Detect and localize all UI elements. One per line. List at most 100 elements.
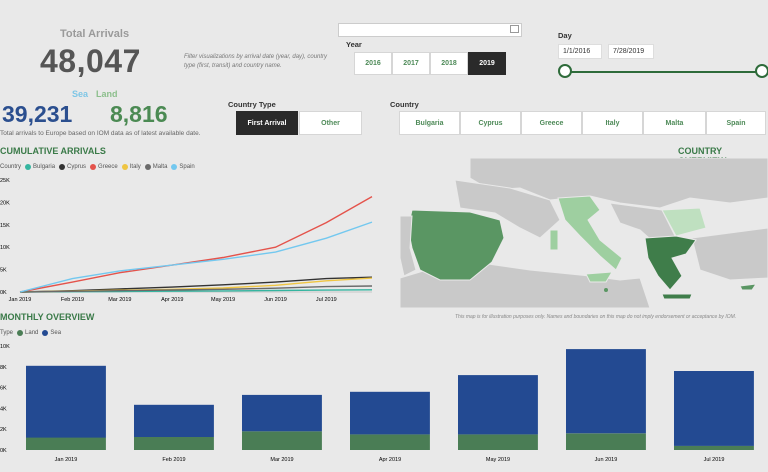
start-date-input[interactable]: 1/1/2016	[558, 44, 602, 59]
year-label: Year	[346, 40, 362, 49]
country-italy-button[interactable]: Italy	[582, 111, 643, 135]
bar-land[interactable]	[26, 437, 106, 451]
legend-title: Country	[0, 164, 22, 170]
series-line-greece[interactable]	[19, 195, 373, 293]
italy-legend-dot	[121, 164, 128, 170]
y-tick-label: 4K	[0, 406, 7, 412]
bar-sea[interactable]	[242, 394, 322, 432]
map-italy	[557, 195, 623, 271]
x-tick-label: Jan 2019	[9, 297, 32, 303]
x-tick-label: Jan 2019	[55, 457, 78, 463]
spain-legend-dot	[171, 164, 178, 170]
x-tick-label: Mar 2019	[108, 297, 131, 303]
x-tick-label: Feb 2019	[162, 457, 185, 463]
country-spain-button[interactable]: Spain	[706, 111, 766, 135]
x-tick-label: Feb 2019	[61, 297, 84, 303]
land-label: Land	[96, 89, 118, 99]
country-greece-button[interactable]: Greece	[521, 111, 582, 135]
date-slider-end-handle[interactable]	[755, 64, 768, 78]
legend-title: Type	[0, 330, 14, 336]
country-type-label: Country Type	[228, 100, 276, 109]
malta-legend-dot	[144, 164, 151, 170]
year-2018-button[interactable]: 2018	[430, 52, 468, 75]
bar-land[interactable]	[566, 433, 646, 450]
first-arrival-button[interactable]: First Arrival	[236, 111, 298, 135]
legend-malta[interactable]: Malta	[152, 164, 168, 170]
bar-sea[interactable]	[458, 375, 538, 435]
bulgaria-legend-dot	[25, 164, 32, 170]
series-line-malta[interactable]	[19, 285, 373, 293]
land-legend-dot	[17, 330, 24, 336]
cumulative-arrivals-chart[interactable]: 0K 5K 10K 15K 20K 25K Jan 2019 Feb 2019 Mar 2019…	[0, 174, 380, 308]
sea-arrivals-value: 39,231	[2, 101, 73, 127]
x-tick-label: Jul 2019	[704, 457, 725, 463]
y-tick-label: 5K	[0, 268, 7, 274]
x-tick-label: Apr 2019	[161, 297, 183, 303]
land-arrivals-value: 8,816	[110, 101, 168, 127]
y-tick-label: 2K	[0, 427, 7, 433]
date-slider-start-handle[interactable]	[558, 64, 572, 78]
legend-cyprus[interactable]: Cyprus	[67, 164, 87, 170]
bar-sea[interactable]	[350, 391, 430, 435]
country-overview-map[interactable]	[400, 158, 768, 308]
other-button[interactable]: Other	[299, 111, 362, 135]
bar-land[interactable]	[458, 434, 538, 450]
map-sardinia	[549, 229, 559, 251]
legend-spain[interactable]: Spain	[179, 164, 195, 170]
x-tick-label: Jun 2019	[264, 297, 287, 303]
map-malta	[604, 288, 608, 292]
filter-note: Filter visualizations by arrival date (y…	[184, 54, 328, 69]
x-tick-label: May 2019	[486, 457, 510, 463]
greece-legend-dot	[90, 164, 97, 170]
map-land-france	[454, 179, 561, 239]
map-bulgaria	[661, 207, 707, 237]
y-tick-label: 0K	[0, 290, 7, 296]
kpi-note: Total arrivals to Europe based on IOM da…	[0, 130, 201, 137]
monthly-legend: Type Land Sea	[0, 330, 61, 336]
map-disclaimer: This map is for illustration purposes on…	[455, 314, 737, 320]
y-tick-label: 8K	[0, 365, 7, 371]
day-label: Day	[558, 31, 572, 40]
map-crete	[661, 293, 693, 300]
legend-greece[interactable]: Greece	[98, 164, 118, 170]
y-tick-label: 0K	[0, 448, 7, 454]
country-label: Country	[390, 100, 419, 109]
year-2019-button[interactable]: 2019	[468, 52, 506, 75]
expand-icon[interactable]	[510, 25, 519, 33]
y-tick-label: 15K	[0, 223, 10, 229]
cumulative-legend: Country Bulgaria Cyprus Greece Italy Mal…	[0, 164, 195, 170]
y-tick-label: 20K	[0, 200, 10, 206]
sea-label: Sea	[72, 89, 89, 99]
bar-sea[interactable]	[26, 365, 106, 438]
country-bulgaria-button[interactable]: Bulgaria	[399, 111, 460, 135]
map-cyprus	[739, 283, 758, 291]
country-malta-button[interactable]: Malta	[643, 111, 706, 135]
series-line-spain[interactable]	[19, 221, 373, 293]
search-input[interactable]	[338, 23, 522, 37]
bar-land[interactable]	[674, 445, 754, 450]
bar-land[interactable]	[242, 431, 322, 450]
year-2016-button[interactable]: 2016	[354, 52, 392, 75]
year-2017-button[interactable]: 2017	[392, 52, 430, 75]
x-tick-label: Jul 2019	[316, 297, 337, 303]
map-sicily	[585, 271, 613, 283]
monthly-overview-chart[interactable]: 0K 2K 4K 6K 8K 10K Jan 2019 Feb 2019 Mar 2019 Apr…	[0, 338, 768, 470]
legend-land[interactable]: Land	[25, 330, 39, 336]
y-tick-label: 6K	[0, 386, 7, 392]
bar-land[interactable]	[134, 437, 214, 450]
monthly-overview-title: MONTHLY OVERVIEW	[0, 312, 95, 322]
date-slider-track[interactable]	[566, 71, 762, 73]
country-cyprus-button[interactable]: Cyprus	[460, 111, 521, 135]
legend-sea[interactable]: Sea	[50, 330, 62, 336]
map-portugal	[400, 215, 417, 277]
end-date-input[interactable]: 7/28/2019	[608, 44, 654, 59]
total-arrivals-value: 48,047	[40, 43, 141, 79]
sea-legend-dot	[42, 330, 49, 336]
bar-land[interactable]	[350, 434, 430, 450]
legend-italy[interactable]: Italy	[129, 164, 141, 170]
x-tick-label: Mar 2019	[270, 457, 293, 463]
legend-bulgaria[interactable]: Bulgaria	[33, 164, 56, 170]
bar-sea[interactable]	[134, 404, 214, 437]
bar-sea[interactable]	[674, 371, 754, 446]
bar-sea[interactable]	[566, 349, 646, 434]
